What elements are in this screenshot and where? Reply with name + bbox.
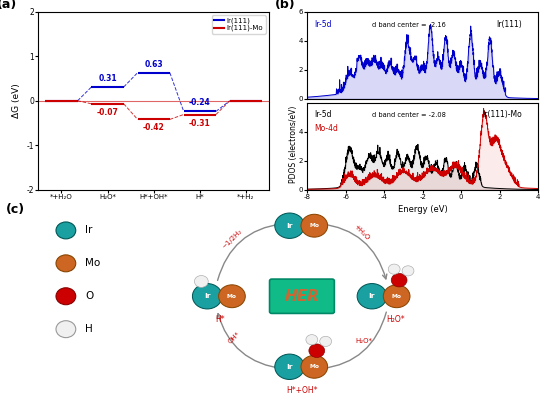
Circle shape — [383, 285, 410, 308]
Circle shape — [402, 266, 414, 276]
Text: -0.42: -0.42 — [143, 123, 165, 132]
Circle shape — [388, 264, 400, 274]
Ir-5d — [435, 166, 442, 171]
Text: H₂O*: H₂O* — [386, 315, 405, 324]
Circle shape — [320, 336, 332, 346]
Ir-5d — [304, 187, 311, 192]
Mo-4d — [411, 176, 417, 181]
Text: (b): (b) — [275, 0, 296, 11]
Mo-4d — [480, 106, 487, 111]
FancyBboxPatch shape — [270, 279, 334, 313]
Circle shape — [274, 354, 304, 380]
Text: Mo: Mo — [391, 294, 402, 299]
Circle shape — [56, 321, 76, 338]
Text: Mo-4d: Mo-4d — [315, 124, 338, 132]
Ir-5d — [322, 186, 329, 191]
Text: H₂O*: H₂O* — [356, 338, 372, 344]
Ir-5d — [535, 187, 541, 192]
X-axis label: Energy (eV): Energy (eV) — [398, 205, 447, 214]
Text: Mo: Mo — [85, 258, 100, 268]
Text: 0.63: 0.63 — [144, 60, 163, 69]
Text: H*+OH*: H*+OH* — [286, 386, 318, 395]
Mo-4d — [304, 187, 311, 192]
Mo-4d — [535, 186, 541, 191]
Text: Ir: Ir — [369, 293, 375, 299]
Circle shape — [56, 255, 76, 272]
Text: Mo: Mo — [309, 364, 320, 369]
Circle shape — [194, 276, 208, 288]
Mo-4d — [322, 187, 329, 192]
Text: H: H — [85, 324, 93, 334]
Circle shape — [274, 213, 304, 239]
Text: H*: H* — [215, 315, 225, 324]
Line: Ir-5d: Ir-5d — [307, 144, 538, 190]
Text: d band center = -2.08: d band center = -2.08 — [372, 112, 446, 118]
Text: Mo: Mo — [227, 294, 237, 299]
Text: -0.24: -0.24 — [189, 98, 211, 107]
Circle shape — [219, 285, 245, 308]
Ir-5d — [332, 186, 338, 190]
Text: Ir(111)-Mo: Ir(111)-Mo — [483, 109, 523, 118]
Text: OH*: OH* — [227, 330, 242, 344]
Text: +H₂O: +H₂O — [352, 224, 370, 242]
Circle shape — [306, 335, 318, 345]
Ir-5d — [402, 161, 408, 166]
Text: HER: HER — [284, 289, 320, 304]
Text: 0.31: 0.31 — [98, 74, 117, 83]
Circle shape — [391, 273, 407, 287]
Text: O: O — [85, 291, 93, 301]
Text: Ir: Ir — [204, 293, 210, 299]
Text: (a): (a) — [0, 0, 17, 11]
Text: (c): (c) — [5, 203, 25, 216]
Mo-4d — [402, 170, 408, 175]
Circle shape — [301, 356, 328, 378]
Text: Ir: Ir — [85, 226, 92, 235]
Circle shape — [193, 284, 222, 309]
Text: Ir: Ir — [287, 223, 293, 229]
Y-axis label: ΔG (eV): ΔG (eV) — [12, 83, 21, 118]
Text: Mo: Mo — [309, 223, 320, 228]
Circle shape — [357, 284, 386, 309]
Text: Ir-5d: Ir-5d — [315, 109, 332, 118]
Text: Ir(111): Ir(111) — [496, 21, 522, 30]
Circle shape — [56, 288, 76, 305]
Circle shape — [309, 344, 324, 357]
Legend: Ir(111), Ir(111)-Mo: Ir(111), Ir(111)-Mo — [211, 15, 266, 34]
Ir-5d — [407, 159, 413, 164]
Text: Ir: Ir — [287, 364, 293, 370]
Mo-4d — [435, 169, 442, 173]
Text: PDOS (electrons/eV): PDOS (electrons/eV) — [289, 105, 298, 183]
Circle shape — [301, 214, 328, 237]
Text: d band center = -2.16: d band center = -2.16 — [372, 23, 446, 28]
Line: Mo-4d: Mo-4d — [307, 109, 538, 189]
Ir-5d — [411, 157, 417, 162]
Text: Ir-5d: Ir-5d — [315, 21, 332, 30]
Circle shape — [56, 222, 76, 239]
Mo-4d — [407, 173, 413, 178]
Mo-4d — [332, 186, 338, 191]
Text: ~1/2H₂: ~1/2H₂ — [221, 228, 243, 250]
Text: -0.07: -0.07 — [97, 108, 119, 117]
Text: -0.31: -0.31 — [189, 118, 211, 128]
Ir-5d — [414, 142, 421, 147]
